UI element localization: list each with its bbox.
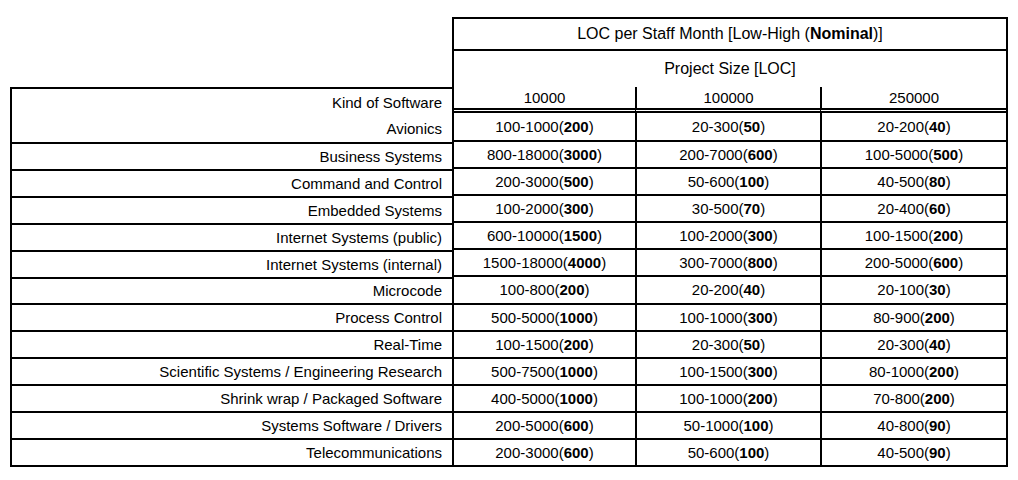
value-cell: 20-200(40) — [820, 113, 1006, 140]
table-subtitle: Project Size [LOC] — [454, 51, 1006, 87]
table-title: LOC per Staff Month [Low-High (Nominal)] — [454, 19, 1006, 51]
value-cell: 20-300(50) — [635, 330, 820, 357]
row-label: Avionics — [12, 115, 452, 142]
value-cell: 100-800(200) — [454, 275, 635, 302]
row-label: Real-Time — [12, 330, 452, 357]
value-cell: 200-3000(600) — [454, 438, 635, 465]
value-cell: 100-1000(300) — [635, 303, 820, 330]
loc-values-table: LOC per Staff Month [Low-High (Nominal)]… — [452, 17, 1008, 467]
value-cell: 20-300(40) — [820, 330, 1006, 357]
table-subtitle-label: Project Size [LOC] — [664, 60, 796, 78]
value-cell: 80-900(200) — [820, 303, 1006, 330]
value-cell: 40-800(90) — [820, 411, 1006, 438]
value-cell: 500-5000(1000) — [454, 303, 635, 330]
value-cell: 50-1000(100) — [635, 411, 820, 438]
value-cell: 100-1500(300) — [635, 357, 820, 384]
row-label: Scientific Systems / Engineering Researc… — [12, 357, 452, 384]
kind-column-header-label: Kind of Software — [332, 94, 442, 111]
table-title-bold: Nominal — [810, 25, 873, 43]
value-cell: 40-500(90) — [820, 438, 1006, 465]
value-cell: 200-5000(600) — [454, 411, 635, 438]
value-cell: 800-18000(3000) — [454, 140, 635, 167]
value-cell: 70-800(200) — [820, 384, 1006, 411]
row-label: Internet Systems (public) — [12, 223, 452, 250]
column-header-10000: 10000 — [454, 87, 635, 113]
value-cell: 50-600(100) — [635, 438, 820, 465]
value-cell: 50-600(100) — [635, 167, 820, 194]
row-label: Systems Software / Drivers — [12, 411, 452, 438]
table-title-prefix: LOC per Staff Month [Low-High ( — [577, 25, 810, 43]
column-header-250000: 250000 — [820, 87, 1006, 113]
value-cell: 1500-18000(4000) — [454, 248, 635, 275]
row-label: Command and Control — [12, 169, 452, 196]
value-cell: 200-5000(600) — [820, 248, 1006, 275]
value-cell: 600-10000(1500) — [454, 221, 635, 248]
value-cell: 20-400(60) — [820, 194, 1006, 221]
table-title-suffix: )] — [873, 25, 883, 43]
row-label: Embedded Systems — [12, 196, 452, 223]
value-cell: 20-100(30) — [820, 275, 1006, 302]
value-cell: 100-5000(500) — [820, 140, 1006, 167]
value-cell: 100-2000(300) — [635, 221, 820, 248]
row-label: Business Systems — [12, 142, 452, 169]
row-label: Shrink wrap / Packaged Software — [12, 384, 452, 411]
loc-productivity-table-page: Kind of Software AvionicsBusiness System… — [0, 0, 1018, 480]
column-header-100000: 100000 — [635, 87, 820, 113]
value-cell: 40-500(80) — [820, 167, 1006, 194]
row-label: Telecommunications — [12, 438, 452, 465]
value-cell: 20-300(50) — [635, 113, 820, 140]
row-label: Process Control — [12, 303, 452, 330]
value-cell: 20-200(40) — [635, 275, 820, 302]
value-cell: 100-2000(300) — [454, 194, 635, 221]
value-cell: 400-5000(1000) — [454, 384, 635, 411]
kind-of-software-column: Kind of Software AvionicsBusiness System… — [10, 87, 452, 467]
value-cell: 200-7000(600) — [635, 140, 820, 167]
row-label: Internet Systems (internal) — [12, 250, 452, 277]
value-cell: 100-1500(200) — [454, 330, 635, 357]
value-cell: 100-1000(200) — [454, 113, 635, 140]
value-cell: 100-1000(200) — [635, 384, 820, 411]
row-label: Microcode — [12, 277, 452, 304]
value-cell: 200-3000(500) — [454, 167, 635, 194]
value-cell: 300-7000(800) — [635, 248, 820, 275]
kind-column-header: Kind of Software — [12, 89, 452, 115]
value-cell: 500-7500(1000) — [454, 357, 635, 384]
value-cell: 30-500(70) — [635, 194, 820, 221]
value-cell: 100-1500(200) — [820, 221, 1006, 248]
value-cell: 80-1000(200) — [820, 357, 1006, 384]
